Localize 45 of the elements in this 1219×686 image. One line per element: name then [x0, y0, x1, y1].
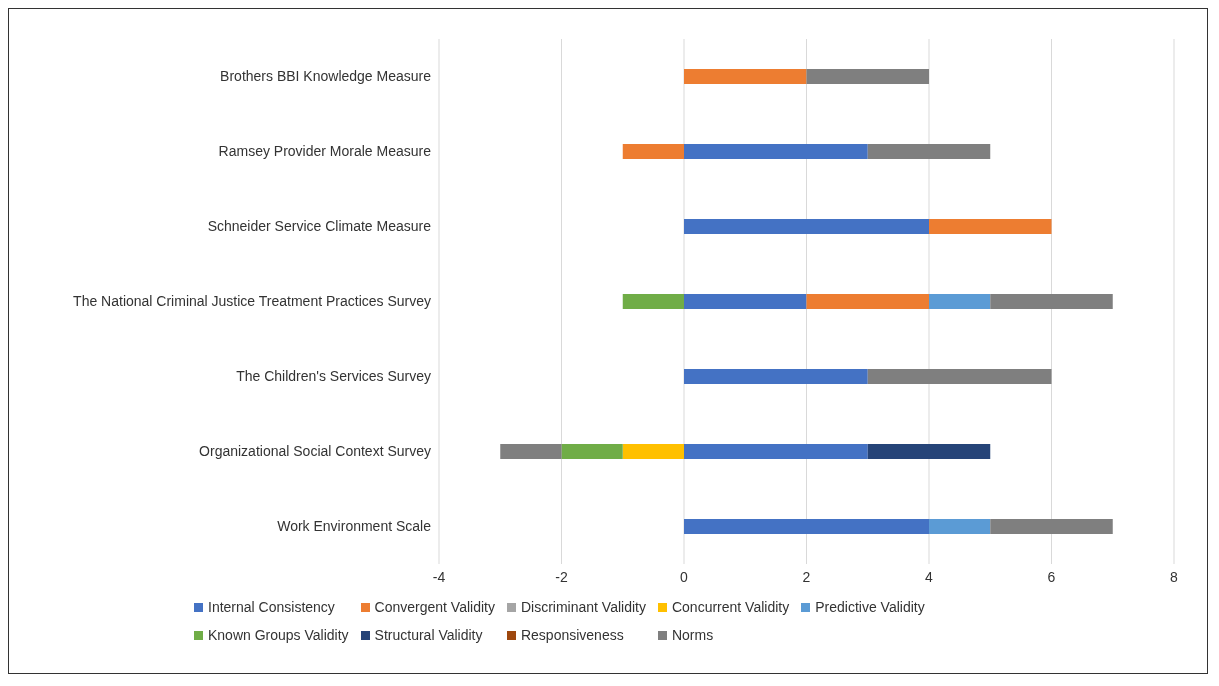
legend-label: Discriminant Validity: [520, 599, 646, 615]
legend-label: Predictive Validity: [815, 599, 925, 615]
bar: [990, 519, 1113, 534]
bar: [806, 294, 929, 309]
bar: [684, 69, 807, 84]
legend-label: Convergent Validity: [374, 599, 495, 615]
y-tick-label: Work Environment Scale: [277, 518, 432, 535]
bar: [867, 369, 1052, 384]
legend-label: Known Groups Validity: [208, 627, 349, 643]
legend-label: Concurrent Validity: [671, 599, 790, 615]
x-tick-label: -4: [432, 568, 446, 585]
bar: [929, 294, 991, 309]
y-tick-label: The National Criminal Justice Treatment Practices Survey: [73, 293, 431, 310]
bar: [622, 444, 684, 459]
bar: [684, 144, 868, 159]
y-tick-label: Organizational Social Context Survey: [199, 443, 431, 460]
legend-label: Internal Consistency: [208, 599, 335, 615]
bar: [806, 69, 929, 84]
bar: [684, 294, 807, 309]
bar: [684, 519, 929, 534]
x-tick-label: 4: [925, 568, 934, 585]
bar: [684, 369, 868, 384]
bar: [929, 219, 1052, 234]
bar: [684, 219, 929, 234]
y-tick-label: The Children's Services Survey: [236, 368, 431, 385]
y-tick-label: Brothers BBI Knowledge Measure: [220, 68, 432, 85]
x-tick-label: 0: [680, 568, 689, 585]
bar: [867, 144, 991, 159]
bar: [622, 294, 684, 309]
bar: [622, 144, 684, 159]
bar: [684, 444, 868, 459]
y-tick-label: Schneider Service Climate Measure: [207, 218, 432, 235]
legend-label: Norms: [671, 627, 714, 643]
x-tick-label: 8: [1170, 568, 1179, 585]
bar: [929, 519, 991, 534]
bar: [990, 294, 1113, 309]
x-tick-label: 6: [1047, 568, 1056, 585]
bar: [867, 444, 991, 459]
legend-label: Responsiveness: [520, 627, 624, 643]
bar: [561, 444, 623, 459]
y-tick-label: Ramsey Provider Morale Measure: [218, 143, 432, 160]
x-tick-label: 2: [802, 568, 811, 585]
legend-label: Structural Validity: [374, 627, 483, 643]
bar: [500, 444, 562, 459]
x-tick-label: -2: [555, 568, 568, 585]
